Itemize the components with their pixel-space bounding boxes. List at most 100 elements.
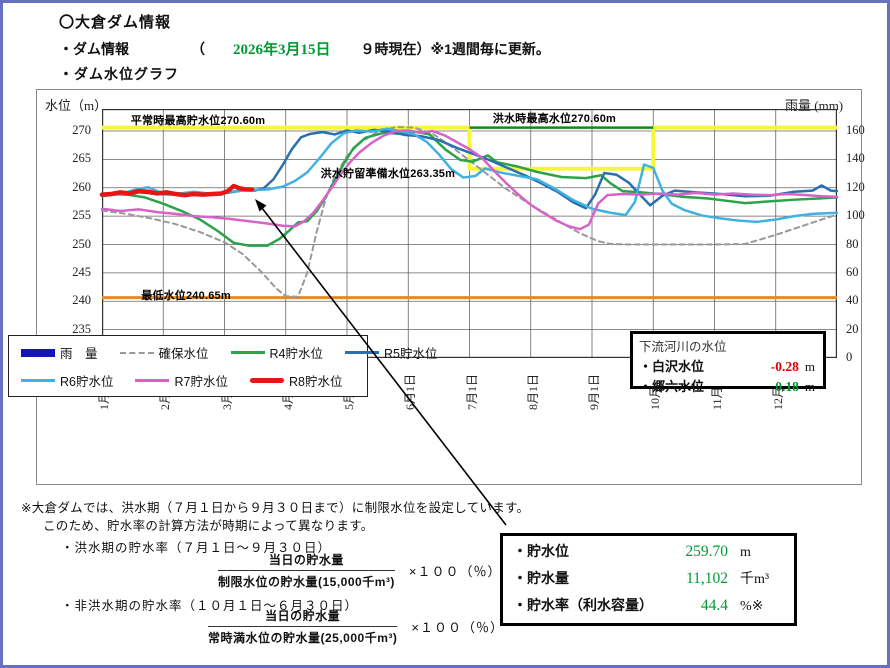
river-value: -0.28 bbox=[770, 359, 799, 374]
water-level-plot bbox=[99, 109, 839, 359]
legend-item: 確保水位 bbox=[119, 343, 209, 362]
legend-item: R7貯水位 bbox=[135, 371, 228, 390]
formula-nonflood-denominator: 常時満水位の貯水量(25,000千m³) bbox=[208, 631, 398, 645]
formula-flood-title: ・洪水期の貯水率（７月１日～９月３０日） bbox=[61, 541, 332, 555]
legend-swatch-bar bbox=[21, 348, 55, 357]
storage-data-row: ・貯水率（利水容量） 44.4 %※ bbox=[513, 595, 780, 622]
storage-value: 44.4 bbox=[700, 597, 728, 614]
x-month-label: 9月1日 bbox=[587, 373, 601, 410]
x-month-label: 6月1日 bbox=[403, 373, 418, 410]
legend-item: R8貯水位 bbox=[249, 371, 343, 390]
legend-label: R7貯水位 bbox=[174, 375, 228, 389]
y-left-tick: 235 bbox=[72, 321, 91, 336]
formula-nonflood-title: ・非洪水期の貯水率（１０月１日～６月３０日） bbox=[61, 599, 359, 613]
legend-swatch-thick bbox=[249, 377, 284, 384]
annotation-最低水位: 最低水位240.65m bbox=[141, 290, 231, 303]
legend-label: 確保水位 bbox=[158, 347, 209, 361]
legend-label: R5貯水位 bbox=[384, 347, 438, 361]
formula-flood-fraction: 当日の貯水量 制限水位の貯水量(15,000千m³) bbox=[218, 551, 395, 590]
legend-swatch-dashed bbox=[119, 351, 154, 354]
legend-swatch-line bbox=[230, 351, 265, 354]
storage-data-box: ・貯水位 259.70 m ・貯水量 11,102 千m³ ・貯水率（利水容量） 44.4 %※ bbox=[500, 533, 797, 626]
note-flood-season-1: ※大倉ダムでは、洪水期（７月１日から９月３０日まで）に制限水位を設定しています。 bbox=[21, 501, 530, 515]
annotation-洪水時最高水位: 洪水時最高水位270.60m bbox=[492, 113, 616, 126]
x-month-label: 7月1日 bbox=[464, 373, 479, 410]
storage-data-row: ・貯水位 259.70 m bbox=[513, 541, 780, 568]
river-unit: m bbox=[804, 379, 815, 394]
y-right-tick: 60 bbox=[846, 264, 859, 279]
formula-nonflood-multiplier: ×１００（％） bbox=[411, 620, 504, 635]
formula-nonflood-numerator: 当日の貯水量 bbox=[208, 607, 398, 627]
y-right-tick: 160 bbox=[846, 123, 865, 138]
river-unit: m bbox=[804, 359, 815, 374]
series-R6貯水位 bbox=[100, 127, 839, 224]
legend-label: 雨 量 bbox=[60, 347, 98, 361]
water-level-axis-label: 水位（m） bbox=[45, 98, 108, 113]
formula-flood-denominator: 制限水位の貯水量(15,000千m³) bbox=[218, 575, 395, 589]
river-label: ・郷六水位 bbox=[639, 379, 705, 394]
series-R8貯水位 bbox=[99, 183, 255, 198]
river-level-row: ・郷六水位 0.18 m bbox=[639, 376, 815, 395]
y-left-tick: 250 bbox=[72, 236, 91, 251]
y-right-tick: 100 bbox=[846, 208, 865, 223]
formula-nonflood-rate: 当日の貯水量 常時満水位の貯水量(25,000千m³) ×１００（％） bbox=[208, 607, 504, 646]
update-date: 2026年3月15日 bbox=[233, 42, 331, 58]
legend-item: R4貯水位 bbox=[230, 343, 324, 362]
storage-value: 11,102 bbox=[685, 570, 728, 587]
series-R7貯水位 bbox=[100, 129, 839, 231]
river-label: ・白沢水位 bbox=[639, 359, 705, 374]
page-title: 〇大倉ダム情報 bbox=[59, 14, 172, 31]
legend-label: R4貯水位 bbox=[269, 347, 324, 361]
river-value: 0.18 bbox=[775, 379, 799, 394]
y-right-tick: 0 bbox=[846, 350, 853, 365]
y-right-tick: 80 bbox=[846, 236, 859, 251]
formula-flood-multiplier: ×１００（％） bbox=[408, 564, 502, 579]
legend-item: 雨 量 bbox=[21, 343, 98, 362]
y-left-tick: 265 bbox=[72, 151, 91, 166]
legend-swatch-line bbox=[21, 379, 55, 382]
y-right-tick: 20 bbox=[846, 321, 859, 336]
note-flood-season-2: このため、貯水率の計算方法が時期によって異なります。 bbox=[43, 519, 374, 533]
storage-value: 259.70 bbox=[685, 543, 728, 560]
legend-row: R6貯水位 R7貯水位 R8貯水位 bbox=[21, 371, 367, 390]
storage-unit: m bbox=[740, 545, 751, 560]
legend-swatch-line bbox=[135, 379, 170, 382]
legend-label: R8貯水位 bbox=[288, 375, 343, 389]
river-levels-box: 下流河川の水位 ・白沢水位 -0.28 m ・郷六水位 0.18 m bbox=[630, 331, 826, 394]
y-left-tick: 255 bbox=[72, 208, 91, 223]
storage-label: ・貯水量 bbox=[513, 570, 569, 586]
legend-swatch-line bbox=[345, 351, 380, 354]
annotation-限界水位枠: 平常時最高貯水位270.60m bbox=[130, 115, 266, 127]
formula-flood-rate: 当日の貯水量 制限水位の貯水量(15,000千m³) ×１００（％） bbox=[218, 551, 501, 590]
legend-label: R6貯水位 bbox=[60, 375, 114, 389]
storage-unit: %※ bbox=[740, 599, 764, 614]
y-right-tick: 120 bbox=[846, 179, 865, 194]
dam-info-label: ・ダム情報 bbox=[59, 41, 129, 57]
legend-item: R6貯水位 bbox=[21, 371, 113, 390]
y-right-tick: 140 bbox=[846, 151, 865, 166]
formula-flood-numerator: 当日の貯水量 bbox=[218, 551, 395, 571]
river-level-row: ・白沢水位 -0.28 m bbox=[639, 356, 815, 375]
river-box-title: 下流河川の水位 bbox=[639, 340, 727, 354]
legend: 雨 量 確保水位 R4貯水位 R5貯水位 R6貯水位 R7貯水位 R8貯水位 bbox=[8, 335, 438, 397]
storage-unit: 千m³ bbox=[740, 572, 770, 587]
y-left-tick: 240 bbox=[72, 293, 91, 308]
y-right-tick: 40 bbox=[846, 293, 859, 308]
x-month-label: 8月1日 bbox=[525, 373, 540, 410]
legend-row: 雨 量 確保水位 R4貯水位 R5貯水位 bbox=[21, 343, 438, 362]
dam-info-row: ・ダム情報 （ 2026年3月15日 ９時現在）※1週間毎に更新。 bbox=[59, 38, 550, 59]
storage-label: ・貯水率（利水容量） bbox=[513, 597, 653, 613]
y-left-tick: 270 bbox=[72, 123, 91, 138]
update-note: ９時現在）※1週間毎に更新。 bbox=[360, 41, 550, 57]
chart-container: 水位（m） 雨量 (mm) 27026526025525024524023523… bbox=[36, 89, 865, 485]
formula-nonflood-fraction: 当日の貯水量 常時満水位の貯水量(25,000千m³) bbox=[208, 607, 398, 646]
storage-data-row: ・貯水量 11,102 千m³ bbox=[513, 568, 780, 595]
y-left-tick: 260 bbox=[72, 179, 91, 194]
annotation-洪水貯留準備水位: 洪水貯留準備水位263.35m bbox=[320, 168, 456, 181]
y-left-tick: 245 bbox=[72, 264, 91, 279]
graph-section-label: ・ダム水位グラフ bbox=[59, 66, 179, 82]
storage-label: ・貯水位 bbox=[513, 543, 569, 559]
series-確保水位 bbox=[101, 126, 838, 298]
paren-open: （ bbox=[191, 41, 205, 57]
